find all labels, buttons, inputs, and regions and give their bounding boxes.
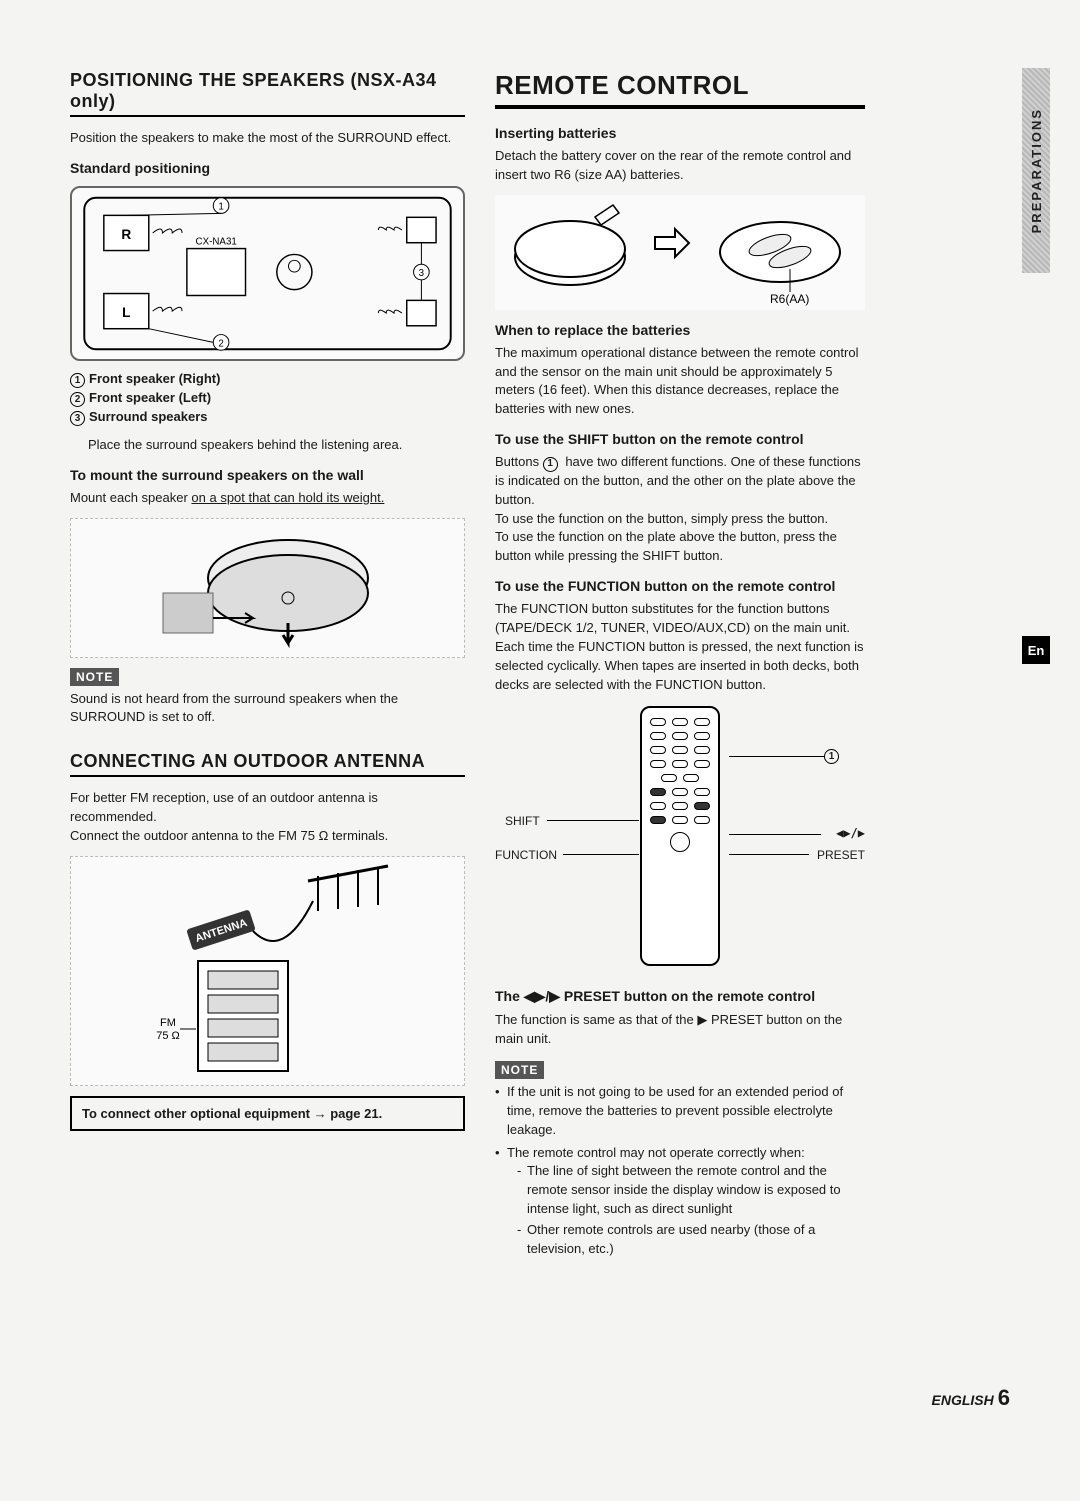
replace-batteries-heading: When to replace the batteries xyxy=(495,322,865,338)
shift-p2: To use the function on the button, simpl… xyxy=(495,510,865,529)
figure-remote: SHIFT FUNCTION PRESET ◀▶/▶ 1 xyxy=(495,706,865,976)
mount-text: Mount each speaker on a spot that can ho… xyxy=(70,489,465,508)
footer-page: 6 xyxy=(998,1385,1010,1410)
page-footer: ENGLISH6 xyxy=(932,1385,1010,1411)
svg-text:2: 2 xyxy=(218,338,223,349)
preset-heading: The ◀▶/▶ PRESET button on the remote con… xyxy=(495,988,865,1005)
svg-text:R: R xyxy=(121,227,131,242)
num-1: 1 xyxy=(70,373,85,388)
figure-antenna: ANTENNA FM 75 Ω xyxy=(70,856,465,1086)
antenna-p1: For better FM reception, use of an outdo… xyxy=(70,789,465,827)
note-bullet-2: The remote control may not operate corre… xyxy=(495,1144,865,1259)
footer-lang: ENGLISH xyxy=(932,1392,994,1408)
antenna-p2: Connect the outdoor antenna to the FM 75… xyxy=(70,827,465,846)
surround-placement-text: Place the surround speakers behind the l… xyxy=(70,436,465,455)
svg-text:R6(AA): R6(AA) xyxy=(770,292,809,306)
boxed-cross-ref: To connect other optional equipment → pa… xyxy=(70,1096,465,1131)
svg-text:CX-NA31: CX-NA31 xyxy=(196,237,237,248)
note-tag-1: NOTE xyxy=(70,668,119,686)
mount-text-b: on a spot that can hold its weight. xyxy=(191,490,384,505)
inserting-batteries-heading: Inserting batteries xyxy=(495,125,865,141)
positioning-intro: Position the speakers to make the most o… xyxy=(70,129,465,148)
svg-text:75 Ω: 75 Ω xyxy=(156,1030,180,1042)
shift-p1a: Buttons xyxy=(495,454,543,469)
svg-text:FM: FM xyxy=(160,1017,176,1029)
remote-label-shift: SHIFT xyxy=(505,814,540,828)
shift-p1: Buttons 1 have two different functions. … xyxy=(495,453,865,510)
note-bullet-1: If the unit is not going to be used for … xyxy=(495,1083,865,1140)
function-text: The FUNCTION button substitutes for the … xyxy=(495,600,865,694)
language-badge-text: En xyxy=(1028,643,1045,658)
heading-antenna: CONNECTING AN OUTDOOR ANTENNA xyxy=(70,751,465,777)
note-2-dashes: The line of sight between the remote con… xyxy=(507,1162,865,1258)
right-column: REMOTE CONTROL Inserting batteries Detac… xyxy=(495,70,865,1263)
svg-text:3: 3 xyxy=(419,268,424,279)
remote-label-preset: PRESET xyxy=(817,848,865,862)
note-tag-2: NOTE xyxy=(495,1061,544,1079)
remote-label-function: FUNCTION xyxy=(495,848,557,862)
remote-num-1: 1 xyxy=(824,749,839,764)
speaker-3-label: Surround speakers xyxy=(89,409,208,424)
section-tab-preparations: PREPARATIONS xyxy=(1022,68,1050,273)
function-heading: To use the FUNCTION button on the remote… xyxy=(495,578,865,594)
num-2: 2 xyxy=(70,392,85,407)
remote-label-1: 1 xyxy=(824,748,843,764)
note-dash-1: The line of sight between the remote con… xyxy=(517,1162,865,1219)
num-1-inline: 1 xyxy=(543,457,558,472)
mount-text-a: Mount each speaker xyxy=(70,490,191,505)
shift-p3: To use the function on the plate above t… xyxy=(495,528,865,566)
language-badge: En xyxy=(1022,636,1050,664)
figure-speaker-layout: R L CX-NA31 1 2 xyxy=(70,186,465,361)
note-bullet-2-text: The remote control may not operate corre… xyxy=(507,1145,805,1160)
num-3: 3 xyxy=(70,411,85,426)
standard-positioning-heading: Standard positioning xyxy=(70,160,465,176)
figure-wall-mount xyxy=(70,518,465,658)
svg-text:L: L xyxy=(122,305,130,320)
note-2-bullets: If the unit is not going to be used for … xyxy=(495,1083,865,1259)
left-column: POSITIONING THE SPEAKERS (NSX-A34 only) … xyxy=(70,70,465,1263)
speaker-2-label: Front speaker (Left) xyxy=(89,390,211,405)
speaker-list: 1 Front speaker (Right) 2 Front speaker (L… xyxy=(70,371,465,426)
remote-body xyxy=(640,706,720,966)
shift-heading: To use the SHIFT button on the remote co… xyxy=(495,431,865,447)
section-tab-label: PREPARATIONS xyxy=(1029,108,1044,233)
heading-remote-control: REMOTE CONTROL xyxy=(495,70,865,109)
note-1-text: Sound is not heard from the surround spe… xyxy=(70,690,465,728)
svg-text:1: 1 xyxy=(218,201,223,212)
heading-positioning: POSITIONING THE SPEAKERS (NSX-A34 only) xyxy=(70,70,465,117)
remote-label-arrows: ◀▶/▶ xyxy=(836,826,865,840)
speaker-1-label: Front speaker (Right) xyxy=(89,371,220,386)
mount-heading: To mount the surround speakers on the wa… xyxy=(70,467,465,483)
note-dash-2: Other remote controls are used nearby (t… xyxy=(517,1221,865,1259)
preset-text: The function is same as that of the ▶ PR… xyxy=(495,1011,865,1049)
inserting-batteries-text: Detach the battery cover on the rear of … xyxy=(495,147,865,185)
figure-batteries: R6(AA) xyxy=(495,195,865,310)
replace-batteries-text: The maximum operational distance between… xyxy=(495,344,865,419)
